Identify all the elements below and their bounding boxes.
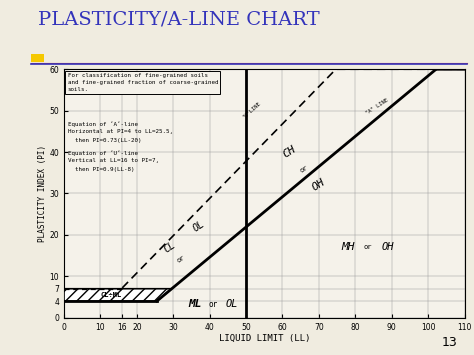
Text: 13: 13 — [442, 335, 457, 349]
Text: Horizontal at PI=4 to LL=25.5,: Horizontal at PI=4 to LL=25.5, — [68, 129, 173, 134]
X-axis label: LIQUID LIMIT (LL): LIQUID LIMIT (LL) — [219, 334, 310, 343]
Text: "U"LINE: "U"LINE — [241, 101, 262, 120]
Text: PLASTICITY/A-LINE CHART: PLASTICITY/A-LINE CHART — [38, 11, 319, 29]
Text: or: or — [209, 300, 218, 309]
Text: ML: ML — [188, 300, 202, 310]
Polygon shape — [64, 289, 172, 301]
Text: CL÷ML: CL÷ML — [100, 292, 122, 298]
Text: or: or — [299, 164, 310, 174]
Text: OL: OL — [225, 300, 238, 310]
Text: Vertical at LL=16 to PI=7,: Vertical at LL=16 to PI=7, — [68, 158, 159, 163]
Y-axis label: PLASTICITY INDEX (PI): PLASTICITY INDEX (PI) — [37, 145, 46, 242]
Text: then PI=0.73(LL-20): then PI=0.73(LL-20) — [68, 138, 141, 143]
Text: OH: OH — [382, 242, 394, 252]
Text: MH: MH — [341, 242, 355, 252]
Text: then PI=0.9(LL-8): then PI=0.9(LL-8) — [68, 166, 134, 171]
Text: CL: CL — [162, 240, 177, 255]
Text: Equation of ʼUʼ-line: Equation of ʼUʼ-line — [68, 150, 137, 155]
Text: or: or — [364, 244, 372, 250]
Text: OL: OL — [191, 219, 206, 234]
Text: or: or — [175, 254, 186, 264]
Text: "A" LINE: "A" LINE — [365, 97, 390, 116]
Text: Equation of ʼAʼ-line: Equation of ʼAʼ-line — [68, 121, 137, 126]
Text: For classification of fine-grained soils
and fine-grained fraction of coarse-gra: For classification of fine-grained soils… — [68, 73, 218, 92]
Text: CH: CH — [282, 144, 298, 160]
Text: OH: OH — [310, 177, 327, 193]
